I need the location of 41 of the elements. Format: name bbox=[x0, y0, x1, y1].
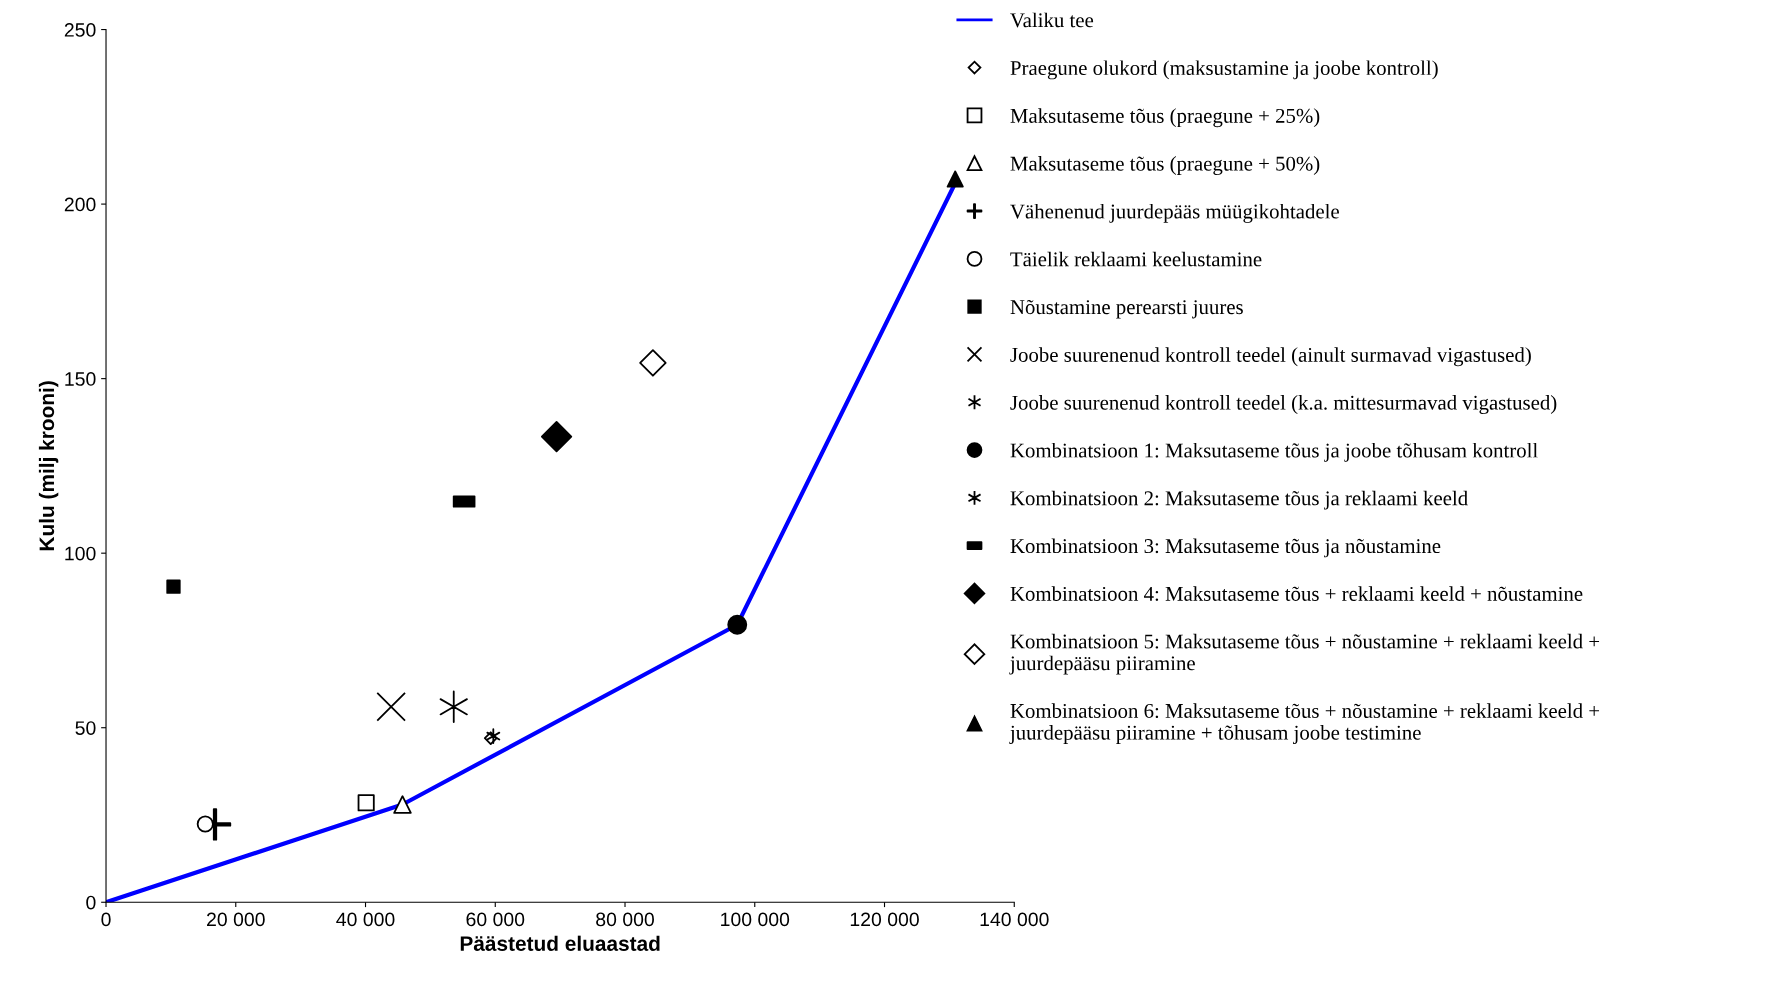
x-tick-label: 100 000 bbox=[721, 912, 790, 927]
legend-label: Praegune olukord (maksustamine ja joobe kontroll) bbox=[1010, 60, 1438, 80]
point bbox=[639, 349, 667, 377]
legend-label: Kombinatsioon 1: Maksutaseme tõus ja joobe tõhusam kontroll bbox=[1010, 442, 1538, 462]
y-tick-label: 250 bbox=[64, 23, 96, 37]
point bbox=[540, 420, 573, 453]
legend-label: Kombinatsioon 2: Maksutaseme tõus ja reklaami keeld bbox=[1010, 490, 1468, 510]
y-axis-title: Kulu (milj krooni) bbox=[38, 381, 59, 551]
y-tick-label: 100 bbox=[65, 546, 96, 561]
legend-label: Maksutaseme tõus (praegune + 50%) bbox=[1010, 156, 1320, 176]
y-tick-label: 150 bbox=[65, 372, 96, 386]
x-tick-label: 60 000 bbox=[466, 912, 525, 927]
legend-label: Joobe suurenenud kontroll teedel (ainult surmavad vigastused) bbox=[1010, 347, 1531, 367]
legend-label: Joobe suurenenud kontroll teedel (k.a. mittesurmavad vigastused) bbox=[1010, 395, 1557, 415]
x-tick-label: 140 000 bbox=[980, 912, 1049, 927]
point bbox=[727, 614, 748, 635]
x-tick-label: 20 000 bbox=[207, 912, 265, 927]
x-axis-title: Päästetud eluaastad bbox=[460, 935, 660, 951]
x-tick-label: 0 bbox=[101, 912, 111, 927]
legend-label: Kombinatsioon 4: Maksutaseme tõus + reklaami keeld + nõustamine bbox=[1010, 586, 1583, 601]
legend-label: Nõustamine perearsti juures bbox=[1010, 299, 1243, 319]
x-tick-label: 40 000 bbox=[336, 912, 395, 927]
legend-label: Vähenenud juurdepääs müügikohtadele bbox=[1010, 203, 1339, 223]
legend-label: Täielik reklaami keelustamine bbox=[1010, 251, 1262, 267]
legend-label: Kombinatsioon 6: Maksutaseme tõus + nõustamine + reklaami keeld + juurdepääsu piiramine + tõhusam joobe testimine bbox=[1009, 703, 1600, 744]
point bbox=[376, 691, 406, 722]
point bbox=[166, 579, 181, 594]
point bbox=[946, 170, 964, 188]
x-tick-label: 120 000 bbox=[850, 912, 919, 927]
y-tick-label: 200 bbox=[64, 197, 96, 212]
point bbox=[357, 794, 375, 812]
y-tick-label: 50 bbox=[75, 721, 96, 735]
legend-label: Kombinatsioon 5: Maksutaseme tõus + nõustamine + reklaami keeld + juurdepääsu piiramine bbox=[1009, 633, 1600, 675]
legend-label: Valiku tee bbox=[1010, 12, 1094, 28]
y-tick-label: 0 bbox=[86, 895, 96, 910]
legend-label: Maksutaseme tõus (praegune + 25%) bbox=[1010, 108, 1320, 128]
point bbox=[393, 795, 412, 814]
legend-label: Kombinatsioon 3: Maksutaseme tõus ja nõustamine bbox=[1010, 538, 1441, 558]
point bbox=[439, 690, 468, 723]
point bbox=[196, 815, 214, 833]
x-tick-label: 80 000 bbox=[596, 912, 654, 927]
